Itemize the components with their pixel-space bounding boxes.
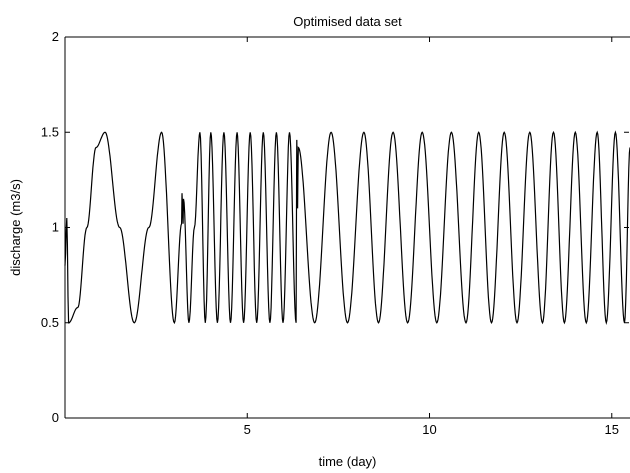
x-tick-label: 15 [605,422,619,437]
x-tick-label: 10 [422,422,436,437]
chart-title: Optimised data set [293,14,402,29]
y-tick-label: 1 [52,220,59,235]
axis-ticks: 0 0.5 1 1.5 2 5 10 15 [41,29,629,437]
y-tick-label: 0.5 [41,315,59,330]
axes [64,36,630,419]
y-tick-label: 2 [52,29,59,44]
y-axis-label: discharge (m3/s) [8,179,23,276]
x-axis-label: time (day) [319,454,377,469]
series-line [64,130,630,325]
y-tick-label: 1.5 [41,124,59,139]
y-tick-label: 0 [52,410,59,425]
data-series [64,130,630,325]
x-tick-label: 5 [244,422,251,437]
